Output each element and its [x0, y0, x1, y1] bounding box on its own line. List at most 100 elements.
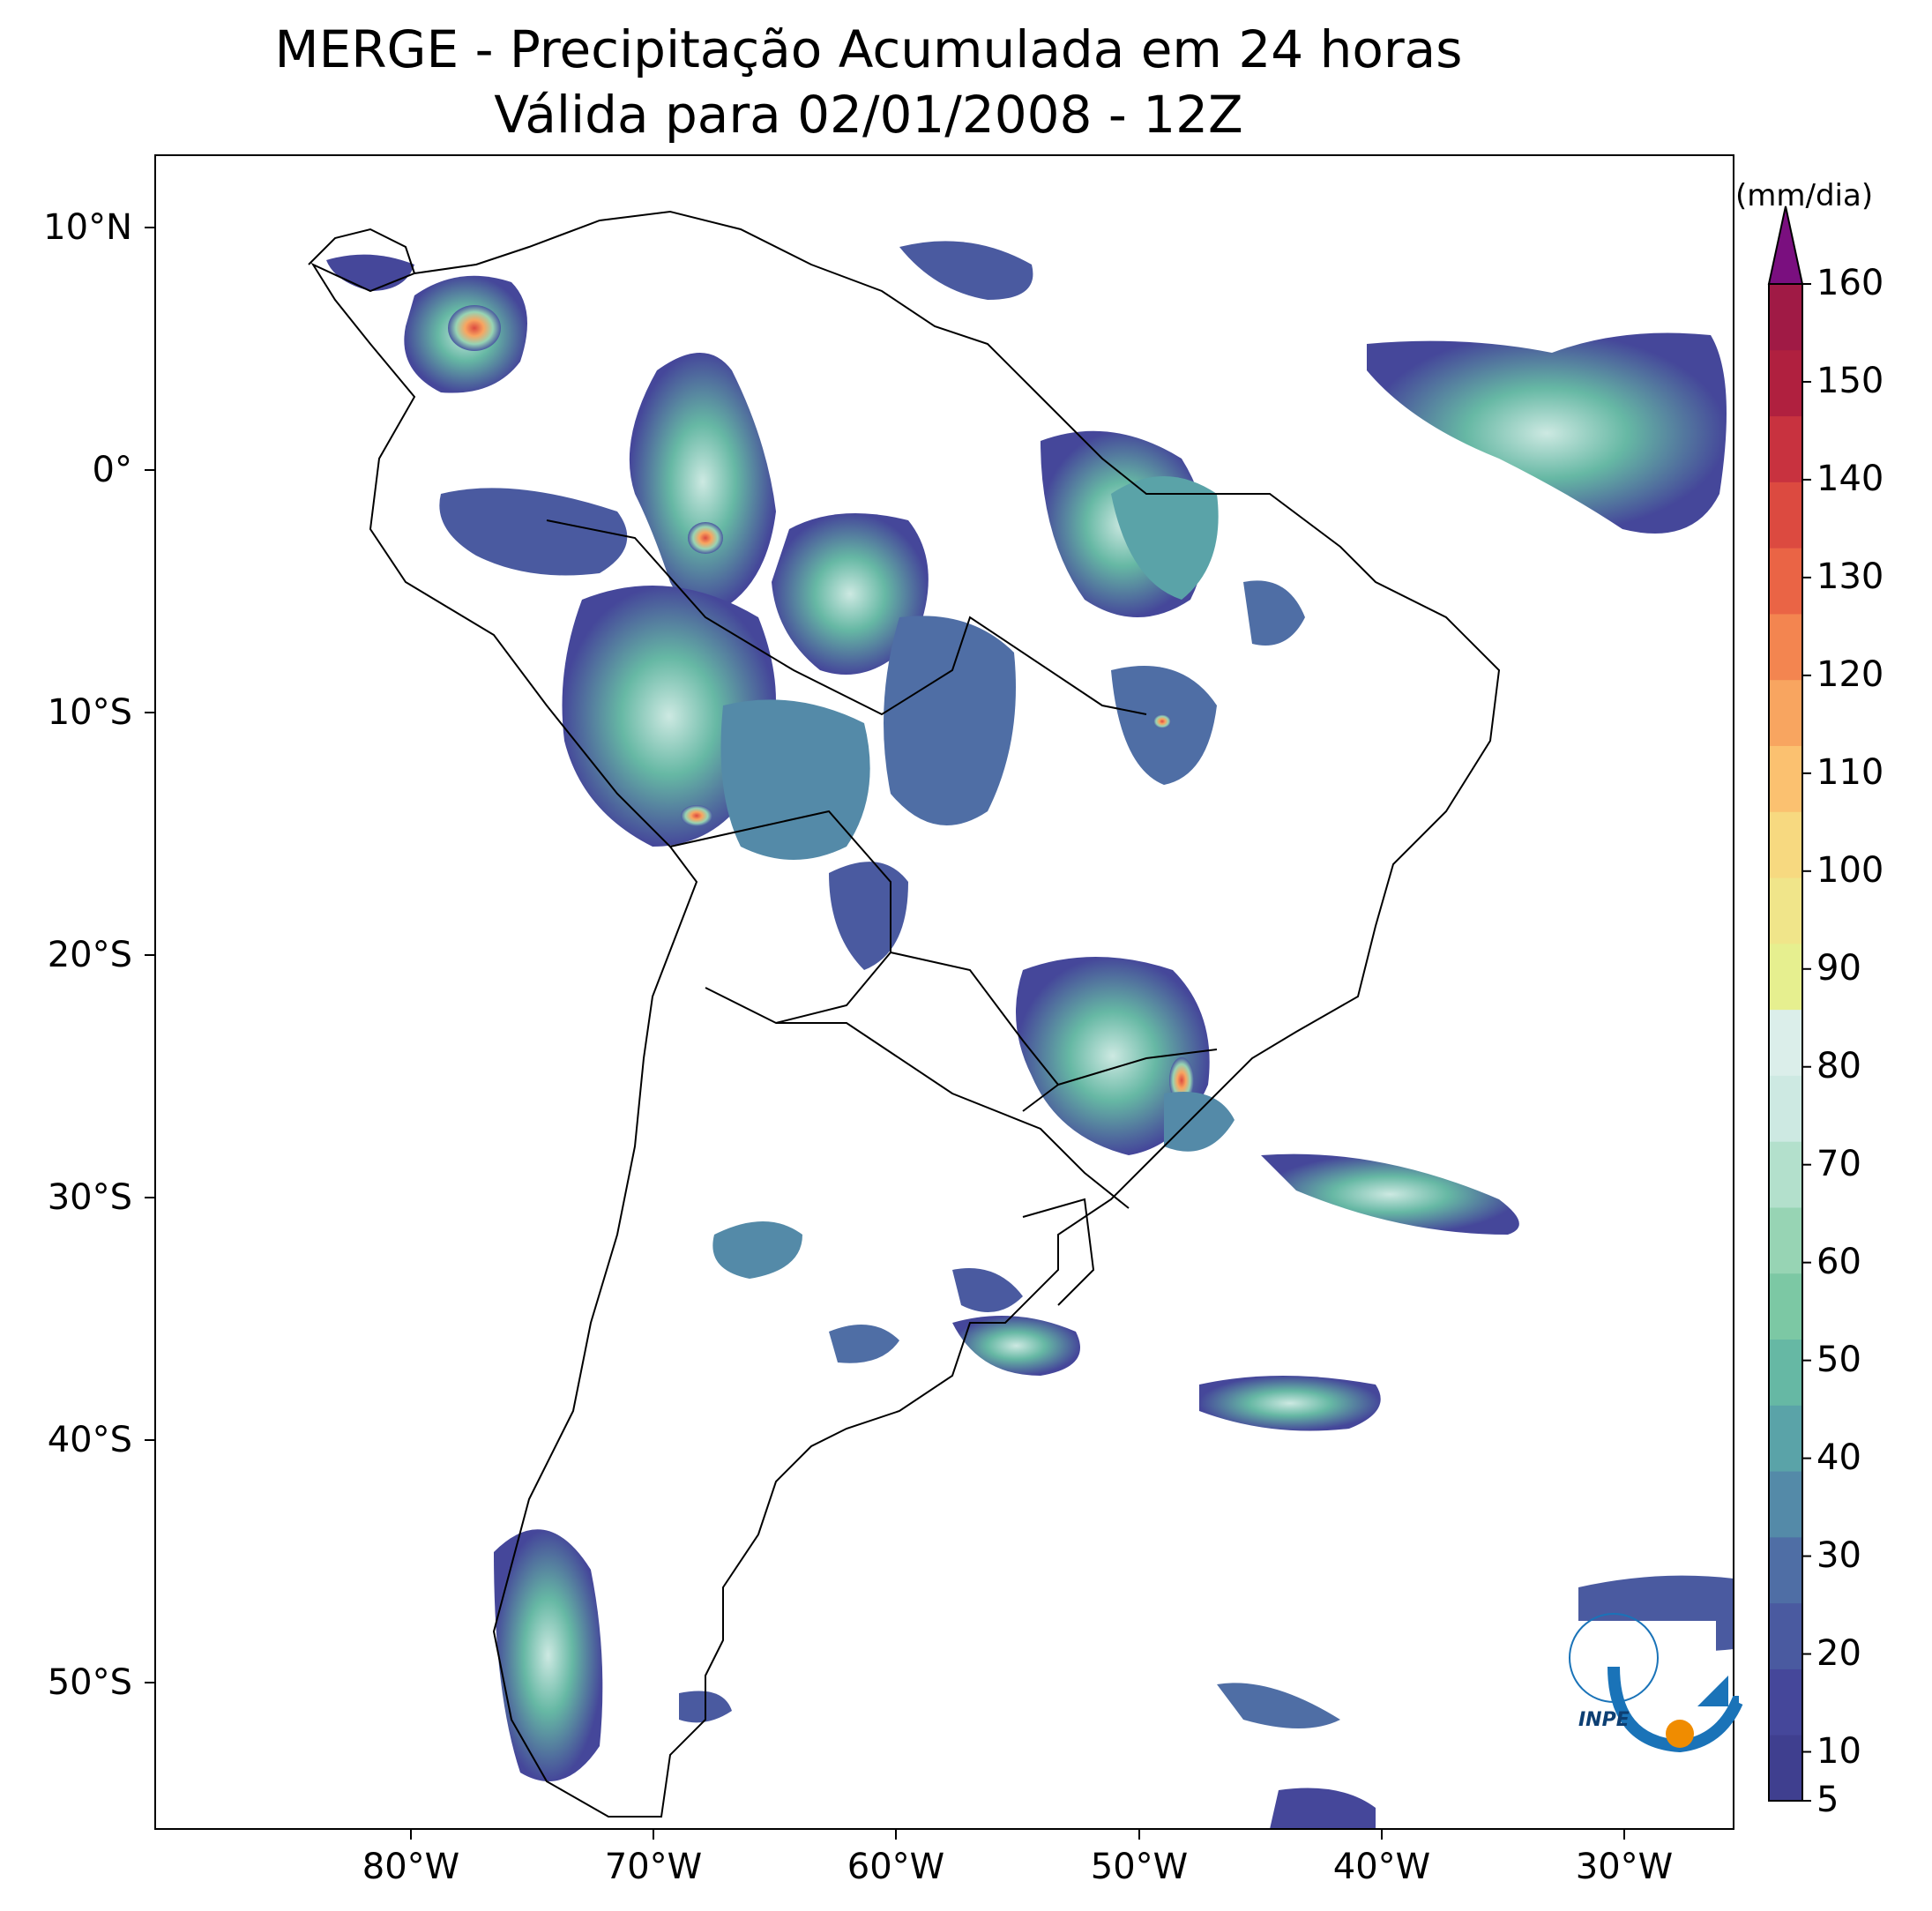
colorbar-tick-label: 100: [1816, 849, 1884, 891]
colorbar-segment: [1769, 1339, 1802, 1406]
panama-coast: [308, 228, 415, 274]
colorbar-segment: [1769, 1536, 1802, 1604]
colorbar-tick-label: 5: [1816, 1780, 1839, 1820]
colorbar-segment: [1769, 481, 1802, 549]
y-tick-label: 0°: [92, 450, 132, 490]
colorbar: [1767, 205, 1811, 1802]
x-tick-label: 50°W: [1090, 1847, 1189, 1887]
precip-area-patagonia-chile: [494, 1529, 603, 1781]
colorbar-segment: [1769, 1273, 1802, 1340]
y-tick-label: 20°S: [47, 935, 132, 975]
colorbar-tick-label: 30: [1816, 1534, 1861, 1576]
colorbar-segment: [1769, 1405, 1802, 1472]
logo-text: INPE: [1578, 1709, 1630, 1731]
colorbar-segment: [1769, 811, 1802, 878]
precip-area-amazon-west: [629, 353, 776, 610]
map-frame: [154, 154, 1734, 1830]
colorbar-segment: [1769, 943, 1802, 1011]
colorbar-segment: [1769, 679, 1802, 746]
precip-band-south-atlantic: [1199, 1376, 1381, 1431]
border-brazil-south: [1057, 1049, 1218, 1086]
colorbar-segment: [1769, 349, 1802, 417]
colorbar-segment: [1769, 1602, 1802, 1669]
border-amazon: [546, 519, 1147, 716]
precip-area-amapa: [1111, 476, 1219, 600]
precip-area-amazon-central: [772, 513, 929, 675]
border-paraguay: [890, 952, 1060, 1112]
precip-hotspot-colombia: [448, 305, 501, 351]
y-tick-label: 50°S: [47, 1662, 132, 1703]
precip-area-bottom-strip: [1270, 1788, 1376, 1829]
precip-area-atlantic-ne: [899, 241, 1033, 300]
x-tick-label: 60°W: [847, 1847, 945, 1887]
precip-area-santa-catarina: [1164, 1092, 1235, 1152]
colorbar-tick-label: 20: [1816, 1632, 1861, 1674]
colorbar-tick-label: 120: [1816, 653, 1884, 695]
colorbar-tick-label: 80: [1816, 1045, 1861, 1086]
colorbar-segment: [1769, 1009, 1802, 1076]
colorbar-segment: [1769, 1668, 1802, 1736]
colorbar-segment: [1769, 415, 1802, 482]
precip-area-maranhao: [1243, 580, 1305, 646]
colorbar-segment: [1769, 1206, 1802, 1274]
precip-area-bolivia-east: [720, 699, 870, 860]
colorbar-segment: [1769, 1075, 1802, 1142]
precip-area-peru-bolivia: [562, 586, 776, 847]
precip-area-la-pampa: [829, 1325, 899, 1363]
colorbar-segment: [1769, 613, 1802, 681]
precip-band-atlantic-south: [1261, 1153, 1519, 1235]
precip-hotspot-parana: [1169, 1057, 1194, 1103]
precip-hotspot-tocantins: [1153, 714, 1171, 728]
colorbar-tick-label: 150: [1816, 360, 1884, 401]
colorbar-segment: [1769, 1471, 1802, 1538]
y-tick-label: 10°N: [43, 207, 132, 248]
axis-ticks: [145, 227, 1625, 1840]
border-uruguay: [1022, 1198, 1095, 1306]
colorbar-segment: [1769, 745, 1802, 812]
colorbar-segment: [1769, 1141, 1802, 1208]
x-tick-label: 40°W: [1332, 1847, 1431, 1887]
border-bolivia: [669, 810, 891, 1025]
precip-hotspot-bolivia: [681, 805, 712, 826]
border-argentina: [776, 1022, 1130, 1209]
precipitation-layer: [326, 241, 1734, 1829]
colorbar-unit: (mm/dia): [1735, 178, 1874, 213]
colorbar-frame: [1768, 283, 1803, 1802]
inpe-logo-icon: [1569, 1613, 1743, 1757]
precip-band-southern-ocean: [1217, 1683, 1340, 1728]
y-tick-label: 40°S: [47, 1420, 132, 1460]
colorbar-segment: [1769, 284, 1802, 351]
colorbar-tick-label: 160: [1816, 263, 1884, 303]
x-tick-label: 70°W: [604, 1847, 703, 1887]
y-tick-label: 10°S: [47, 692, 132, 733]
precip-area-panama: [326, 254, 414, 291]
precip-area-atlantic-north: [1367, 332, 1727, 534]
colorbar-tick-label: 60: [1816, 1241, 1861, 1282]
x-tick-label: 30°W: [1575, 1847, 1674, 1887]
precip-area-parana: [1016, 957, 1210, 1155]
map-title: MERGE - Precipitação Acumulada em 24 hor…: [274, 19, 1463, 79]
precip-area-argentina-central: [712, 1221, 802, 1279]
precip-area-mato-grosso: [884, 616, 1016, 825]
colorbar-segment: [1769, 1735, 1802, 1802]
colorbar-extend-arrow: [1767, 205, 1804, 285]
colorbar-tick-label: 10: [1816, 1730, 1861, 1772]
colorbar-segment: [1769, 548, 1802, 615]
precip-hotspot-amazon: [688, 522, 723, 554]
colorbar-tick-label: 140: [1816, 458, 1884, 499]
colorbar-tick-label: 50: [1816, 1339, 1861, 1380]
colorbar-segment: [1769, 877, 1802, 944]
precip-area-amazon-ecuador: [439, 488, 628, 576]
precip-area-uruguay: [952, 1268, 1023, 1312]
colorbar-tick-label: 110: [1816, 751, 1884, 793]
colorbar-tick-label: 70: [1816, 1143, 1861, 1184]
map-subtitle: Válida para 02/01/2008 - 12Z: [494, 85, 1243, 145]
precip-area-rondonia: [829, 862, 908, 970]
precip-area-buenos-aires: [952, 1316, 1080, 1376]
y-tick-label: 30°S: [47, 1177, 132, 1218]
colorbar-tick-label: 130: [1816, 556, 1884, 597]
colorbar-tick-label: 40: [1816, 1437, 1861, 1478]
coastline-layer: [308, 210, 1501, 1818]
south-america-coastline: [310, 210, 1501, 1818]
